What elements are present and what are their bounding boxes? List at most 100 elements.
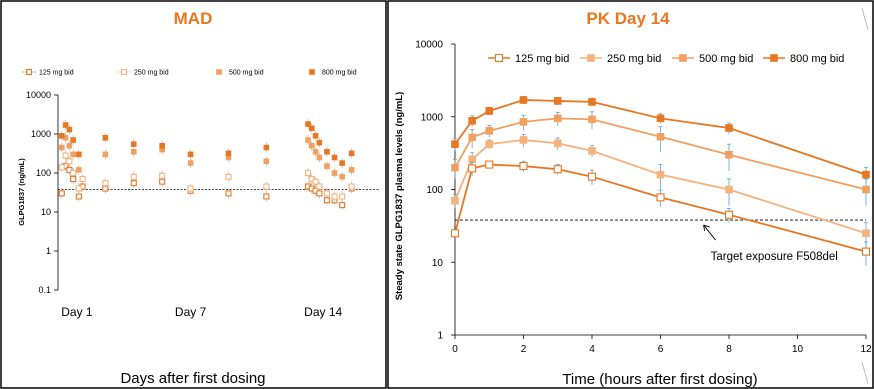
- mad-y-tick-label: 10000: [26, 90, 51, 100]
- pk-point: [520, 136, 527, 143]
- pk-point: [554, 97, 561, 104]
- pk-legend-label: 250 mg bid: [607, 53, 661, 65]
- mad-legend-marker: [217, 70, 222, 75]
- mad-point: [309, 143, 314, 148]
- pk-x-tick-label: 2: [521, 344, 527, 355]
- mad-point: [76, 194, 81, 199]
- pk-point: [469, 117, 476, 124]
- pk-point: [726, 151, 733, 158]
- mad-legend-marker: [27, 70, 32, 75]
- mad-x-tick-label: Day 1: [61, 305, 93, 319]
- mad-legend-label: 800 mg bid: [322, 70, 357, 77]
- pk-point: [554, 115, 561, 122]
- mad-point: [317, 191, 322, 196]
- pk-y-tick-label: 100: [426, 185, 443, 196]
- pk-title: PK Day 14: [586, 9, 670, 28]
- mad-x-tick-label: Day 7: [175, 305, 207, 319]
- mad-point: [103, 135, 108, 140]
- pk-x-tick-label: 12: [860, 344, 872, 355]
- pk-point: [726, 186, 733, 193]
- mad-point: [306, 138, 311, 143]
- mad-point: [226, 151, 231, 156]
- pk-point: [726, 211, 733, 218]
- mad-point: [188, 161, 193, 166]
- pk-point: [554, 140, 561, 147]
- pk-point: [452, 141, 459, 148]
- mad-point: [160, 143, 165, 148]
- mad-point: [332, 155, 337, 160]
- mad-point: [317, 140, 322, 145]
- pk-y-tick-label: 10: [432, 258, 444, 269]
- pk-point: [452, 164, 459, 171]
- mad-point: [313, 149, 318, 154]
- pk-point: [863, 171, 870, 178]
- pk-legend-label: 800 mg bid: [790, 53, 844, 65]
- mad-point: [340, 161, 345, 166]
- pk-point: [520, 96, 527, 103]
- mad-point: [131, 149, 136, 154]
- pk-point: [469, 165, 476, 172]
- pk-y-tick-label: 10000: [415, 40, 443, 51]
- pk-point: [452, 230, 459, 237]
- mad-point: [71, 138, 76, 143]
- pk-point: [589, 147, 596, 154]
- pk-annotation-arrow: [704, 225, 716, 240]
- pk-point: [469, 134, 476, 141]
- pk-legend-marker: [496, 55, 503, 62]
- mad-point: [67, 127, 72, 132]
- pk-point: [486, 161, 493, 168]
- pk-point: [726, 125, 733, 132]
- mad-point: [264, 194, 269, 199]
- mad-point: [317, 155, 322, 160]
- mad-point: [313, 133, 318, 138]
- mad-legend: 125 mg bid 250 mg bid 500 mg bid 800 mg bid: [22, 70, 357, 77]
- mad-point: [71, 171, 76, 176]
- mad-point: [226, 191, 231, 196]
- mad-point: [324, 191, 329, 196]
- pk-y-tick-label: 1000: [421, 112, 444, 123]
- pk-point: [657, 115, 664, 122]
- mad-point: [76, 152, 81, 157]
- mad-point: [131, 142, 136, 147]
- mad-legend-marker: [122, 70, 127, 75]
- pk-x-tick-label: 6: [658, 344, 664, 355]
- mad-point: [349, 184, 354, 189]
- pk-point: [863, 248, 870, 255]
- pk-point: [657, 194, 664, 201]
- mad-point: [324, 164, 329, 169]
- pk-point: [589, 116, 596, 123]
- pk-chart: PK Day 14 125 mg bid 250 mg bid 500 mg bid…: [394, 9, 872, 388]
- mad-point: [67, 159, 72, 164]
- mad-point: [59, 145, 64, 150]
- pk-legend-label: 500 mg bid: [699, 53, 753, 65]
- pk-annotation-text: Target exposure F508del: [711, 251, 838, 263]
- mad-point: [264, 145, 269, 150]
- mad-point: [131, 174, 136, 179]
- mad-point: [317, 184, 322, 189]
- mad-point: [340, 194, 345, 199]
- pk-point: [863, 230, 870, 237]
- pk-axes: 1101001000100000 2 4 6 8 10 12: [415, 40, 872, 356]
- mad-title: MAD: [174, 9, 213, 28]
- pk-point: [520, 163, 527, 170]
- pk-point: [486, 107, 493, 114]
- mad-point: [349, 167, 354, 172]
- pk-point: [589, 173, 596, 180]
- pk-annotation-group: Target exposure F508del: [704, 225, 838, 263]
- pk-point: [863, 186, 870, 193]
- pk-x-tick-label: 4: [589, 344, 595, 355]
- mad-point: [226, 174, 231, 179]
- mad-point: [340, 174, 345, 179]
- mad-legend-label: 500 mg bid: [229, 70, 264, 77]
- pk-legend-label: 125 mg bid: [515, 53, 569, 65]
- mad-point: [71, 152, 76, 157]
- pk-point: [589, 98, 596, 105]
- pk-marks: [452, 96, 870, 265]
- pk-x-tick-label: 10: [792, 344, 804, 355]
- mad-point: [59, 165, 64, 170]
- pk-point: [554, 166, 561, 173]
- pk-point: [520, 118, 527, 125]
- mad-point: [306, 171, 311, 176]
- mad-legend-marker: [310, 70, 315, 75]
